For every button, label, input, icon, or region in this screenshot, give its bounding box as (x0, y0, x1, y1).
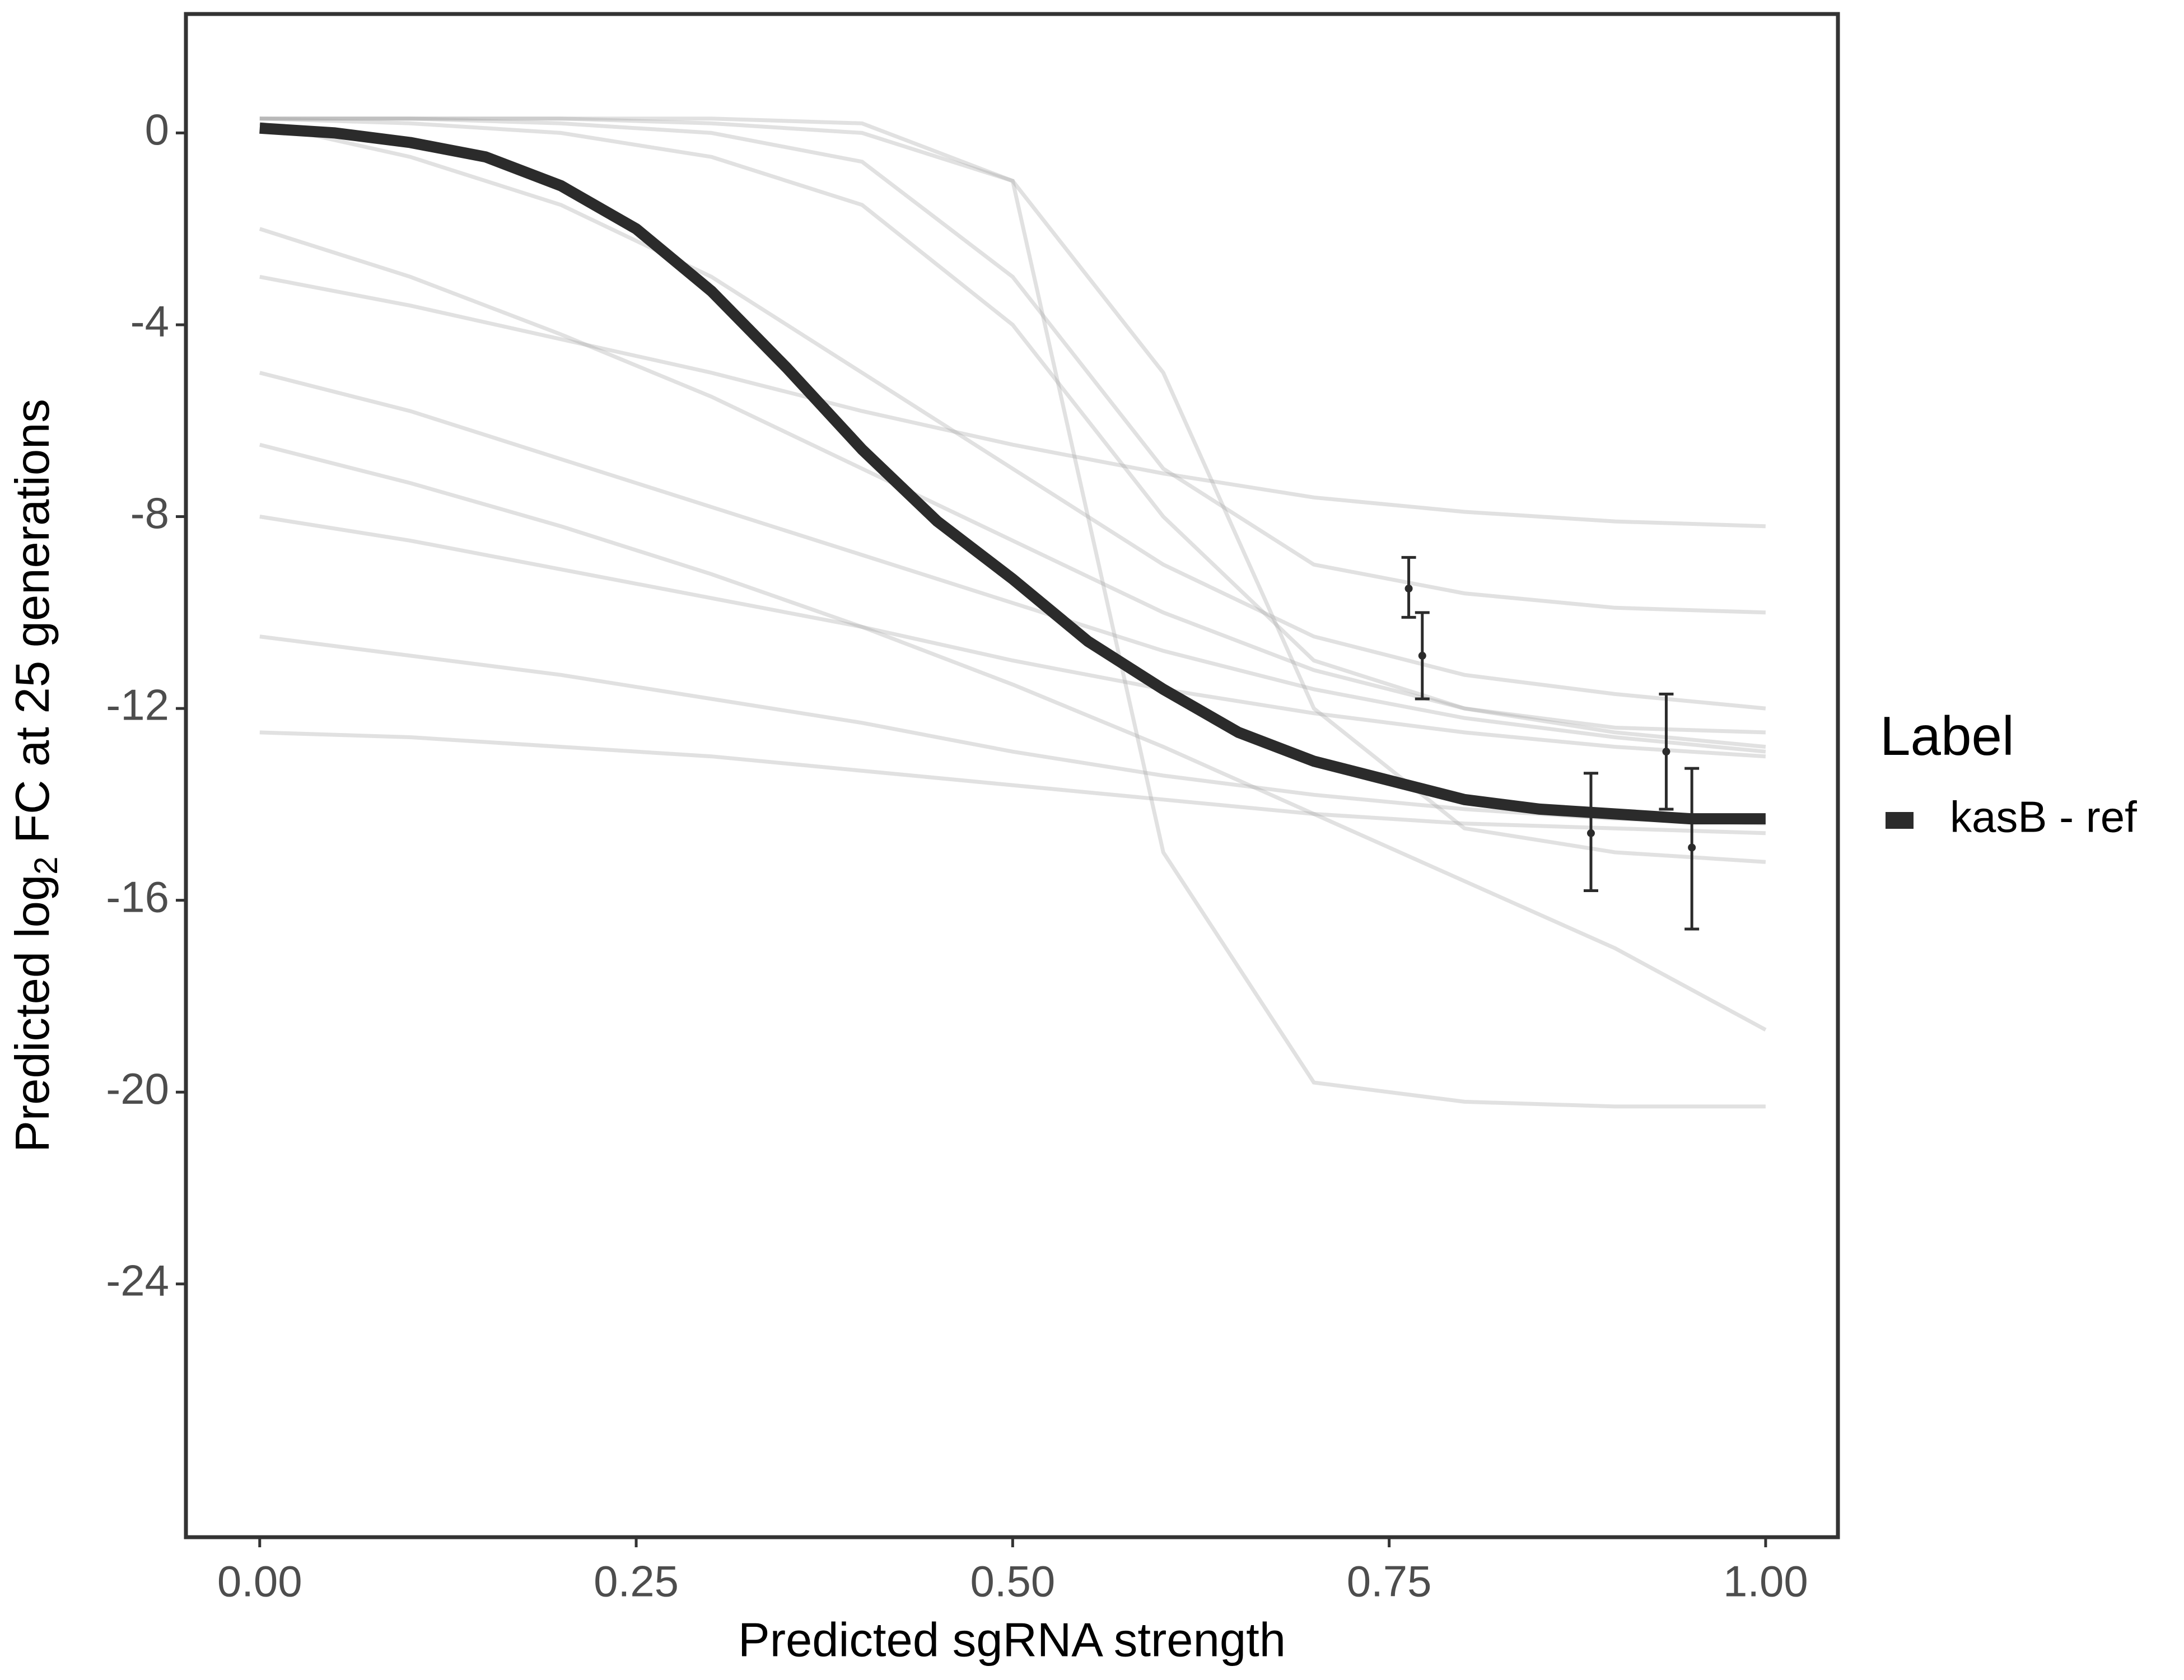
x-tick-label: 0.75 (1347, 1557, 1432, 1606)
posterior-draw (259, 634, 1766, 826)
y-tick-label: -20 (106, 1064, 169, 1113)
data-point (1418, 651, 1426, 660)
posterior-draw (259, 121, 1766, 711)
posterior-draw (259, 116, 1766, 735)
data-point (1688, 843, 1696, 852)
legend-key (1886, 812, 1914, 829)
y-title-part: FC at 25 generations (6, 399, 59, 856)
x-tick-label: 0.25 (594, 1557, 679, 1606)
data-point (1404, 584, 1413, 592)
posterior-draw (259, 227, 1766, 749)
posterior-draw (259, 442, 1767, 1032)
posterior-draw (259, 116, 1766, 1109)
x-tick-label: 1.00 (1723, 1557, 1808, 1606)
posterior-draw (259, 274, 1766, 529)
y-axis-title: Predicted log2 FC at 25 generations (6, 399, 64, 1152)
posterior-draw (259, 371, 1766, 754)
panel-border (184, 12, 1840, 1539)
x-axis-title: Predicted sgRNA strength (738, 1613, 1286, 1667)
legend-label: kasB - ref (1950, 792, 2137, 842)
x-tick-label: 0.00 (217, 1557, 302, 1606)
posterior-draw (259, 116, 1766, 615)
y-tick-label: -4 (130, 297, 169, 346)
posterior-draw (259, 116, 1766, 864)
y-tick-label: -16 (106, 872, 169, 921)
y-title-part: Predicted log (6, 875, 59, 1152)
legend-title: Label (1880, 705, 2014, 767)
y-title-subscript: 2 (28, 857, 64, 875)
y-tick-label: 0 (145, 105, 169, 154)
y-tick-label: -24 (106, 1256, 169, 1305)
posterior-draw (259, 515, 1766, 759)
posterior-draw (259, 730, 1766, 836)
x-tick-label: 0.50 (970, 1557, 1055, 1606)
fit-line (259, 122, 1766, 825)
y-tick-label: -8 (130, 488, 169, 538)
data-point (1662, 748, 1670, 756)
y-tick-label: -12 (106, 680, 169, 730)
data-point (1586, 829, 1595, 837)
